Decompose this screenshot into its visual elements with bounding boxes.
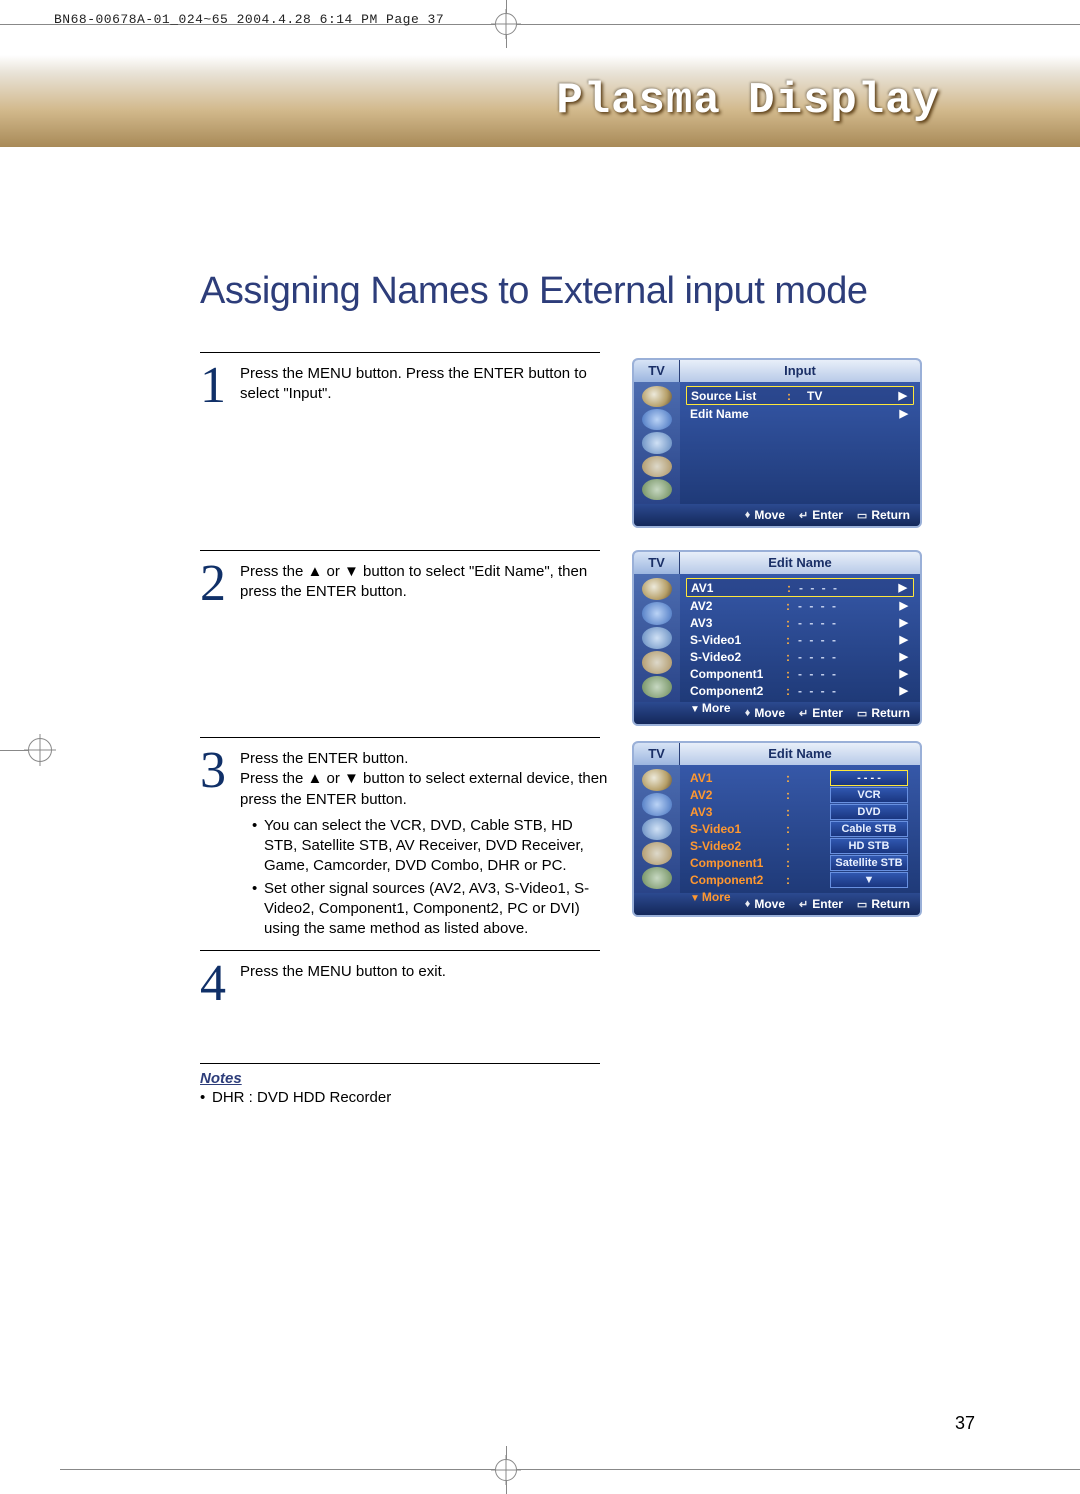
input-icon <box>642 769 672 791</box>
osd-row[interactable]: AV3:DVD <box>686 803 914 820</box>
registration-mark-icon <box>0 735 40 765</box>
step-number: 4 <box>200 958 226 1010</box>
step-bullet: Set other signal sources (AV2, AV3, S-Vi… <box>252 879 610 940</box>
osd-row[interactable]: AV1:- - - -▶ <box>686 578 914 597</box>
notes-section: Notes DHR : DVD HDD Recorder <box>200 1063 600 1106</box>
osd-row-source-list[interactable]: Source List : TV ▶ <box>686 386 914 405</box>
input-icon <box>642 578 672 600</box>
osd-source-label: TV <box>634 552 680 574</box>
osd-panel-input: TV Input Source List : TV ▶ Edit Name ▶ … <box>632 358 922 528</box>
osd-row[interactable]: S-Video1:Cable STB <box>686 820 914 837</box>
osd-panel-edit-name-select: TV Edit Name AV1:- - - - AV2:VCR AV3:DVD… <box>632 741 922 917</box>
osd-row[interactable]: Component2:▼ <box>686 871 914 888</box>
osd-row[interactable]: S-Video2:- - - -▶ <box>686 648 914 665</box>
chevron-right-icon: ▶ <box>900 407 908 420</box>
dropdown-more[interactable]: ▼ <box>830 872 908 888</box>
chevron-right-icon: ▶ <box>900 633 908 646</box>
channel-icon <box>642 842 672 864</box>
osd-title: Edit Name <box>680 743 920 765</box>
osd-source-label: TV <box>634 360 680 382</box>
osd-sidebar <box>634 574 680 702</box>
enter-icon: ↵ <box>799 707 808 720</box>
dropdown-option[interactable]: HD STB <box>830 838 908 854</box>
osd-sidebar <box>634 382 680 504</box>
chevron-right-icon: ▶ <box>900 684 908 697</box>
notes-label: Notes <box>200 1070 600 1087</box>
enter-icon: ↵ <box>799 898 808 911</box>
dropdown-option[interactable]: VCR <box>830 787 908 803</box>
picture-icon <box>642 793 672 815</box>
osd-row[interactable]: AV2:VCR <box>686 786 914 803</box>
print-header: BN68-00678A-01_024~65 2004.4.28 6:14 PM … <box>54 12 444 27</box>
osd-row[interactable]: Component2:- - - -▶ <box>686 682 914 699</box>
crop-mark <box>60 1469 1080 1470</box>
return-icon: ▭ <box>857 707 867 720</box>
chevron-right-icon: ▶ <box>900 650 908 663</box>
step-text: Press the ▲ or ▼ button to select "Edit … <box>240 562 610 603</box>
picture-icon <box>642 409 672 430</box>
osd-sidebar <box>634 765 680 893</box>
sound-icon <box>642 627 672 649</box>
updown-icon: ♦ <box>745 509 751 521</box>
picture-icon <box>642 602 672 624</box>
dropdown-option[interactable]: Satellite STB <box>830 855 908 871</box>
updown-icon: ♦ <box>745 898 751 910</box>
osd-row[interactable]: S-Video1:- - - -▶ <box>686 631 914 648</box>
enter-icon: ↵ <box>799 509 808 522</box>
dropdown-option[interactable]: Cable STB <box>830 821 908 837</box>
osd-source-label: TV <box>634 743 680 765</box>
setup-icon <box>642 479 672 500</box>
page-title: Assigning Names to External input mode <box>200 270 867 313</box>
return-icon: ▭ <box>857 898 867 911</box>
registration-mark-icon <box>495 13 517 35</box>
osd-panel-edit-name-list: TV Edit Name AV1:- - - -▶ AV2:- - - -▶ A… <box>632 550 922 726</box>
channel-icon <box>642 651 672 673</box>
input-icon <box>642 386 672 407</box>
setup-icon <box>642 867 672 889</box>
dropdown-option[interactable]: DVD <box>830 804 908 820</box>
osd-footer: ♦Move ↵Enter ▭Return <box>634 504 920 526</box>
osd-row-edit-name[interactable]: Edit Name ▶ <box>686 405 914 422</box>
osd-row[interactable]: Component1:Satellite STB <box>686 854 914 871</box>
osd-row[interactable]: S-Video2:HD STB <box>686 837 914 854</box>
osd-title: Input <box>680 360 920 382</box>
sound-icon <box>642 432 672 453</box>
osd-row[interactable]: AV1:- - - - <box>686 769 914 786</box>
banner: Plasma Display <box>0 55 1080 147</box>
channel-icon <box>642 456 672 477</box>
dropdown-option[interactable]: - - - - <box>830 770 908 786</box>
step-number: 1 <box>200 360 226 412</box>
notes-text: DHR : DVD HDD Recorder <box>200 1089 600 1106</box>
chevron-right-icon: ▶ <box>900 616 908 629</box>
step-text: Press the ENTER button. Press the ▲ or ▼… <box>240 749 610 941</box>
updown-icon: ♦ <box>745 707 751 719</box>
chevron-right-icon: ▶ <box>900 599 908 612</box>
step-number: 3 <box>200 745 226 797</box>
step-bullet: You can select the VCR, DVD, Cable STB, … <box>252 816 610 877</box>
osd-row[interactable]: AV2:- - - -▶ <box>686 597 914 614</box>
setup-icon <box>642 676 672 698</box>
chevron-right-icon: ▶ <box>900 667 908 680</box>
chevron-right-icon: ▶ <box>899 581 907 594</box>
osd-row[interactable]: AV3:- - - -▶ <box>686 614 914 631</box>
step-text: Press the MENU button. Press the ENTER b… <box>240 364 610 405</box>
registration-mark-icon <box>495 1459 517 1481</box>
osd-row[interactable]: Component1:- - - -▶ <box>686 665 914 682</box>
chevron-right-icon: ▶ <box>899 389 907 402</box>
step-number: 2 <box>200 558 226 610</box>
return-icon: ▭ <box>857 509 867 522</box>
banner-title: Plasma Display <box>556 76 940 126</box>
step-text: Press the MENU button to exit. <box>240 962 610 982</box>
sound-icon <box>642 818 672 840</box>
osd-title: Edit Name <box>680 552 920 574</box>
page-number: 37 <box>955 1413 975 1434</box>
